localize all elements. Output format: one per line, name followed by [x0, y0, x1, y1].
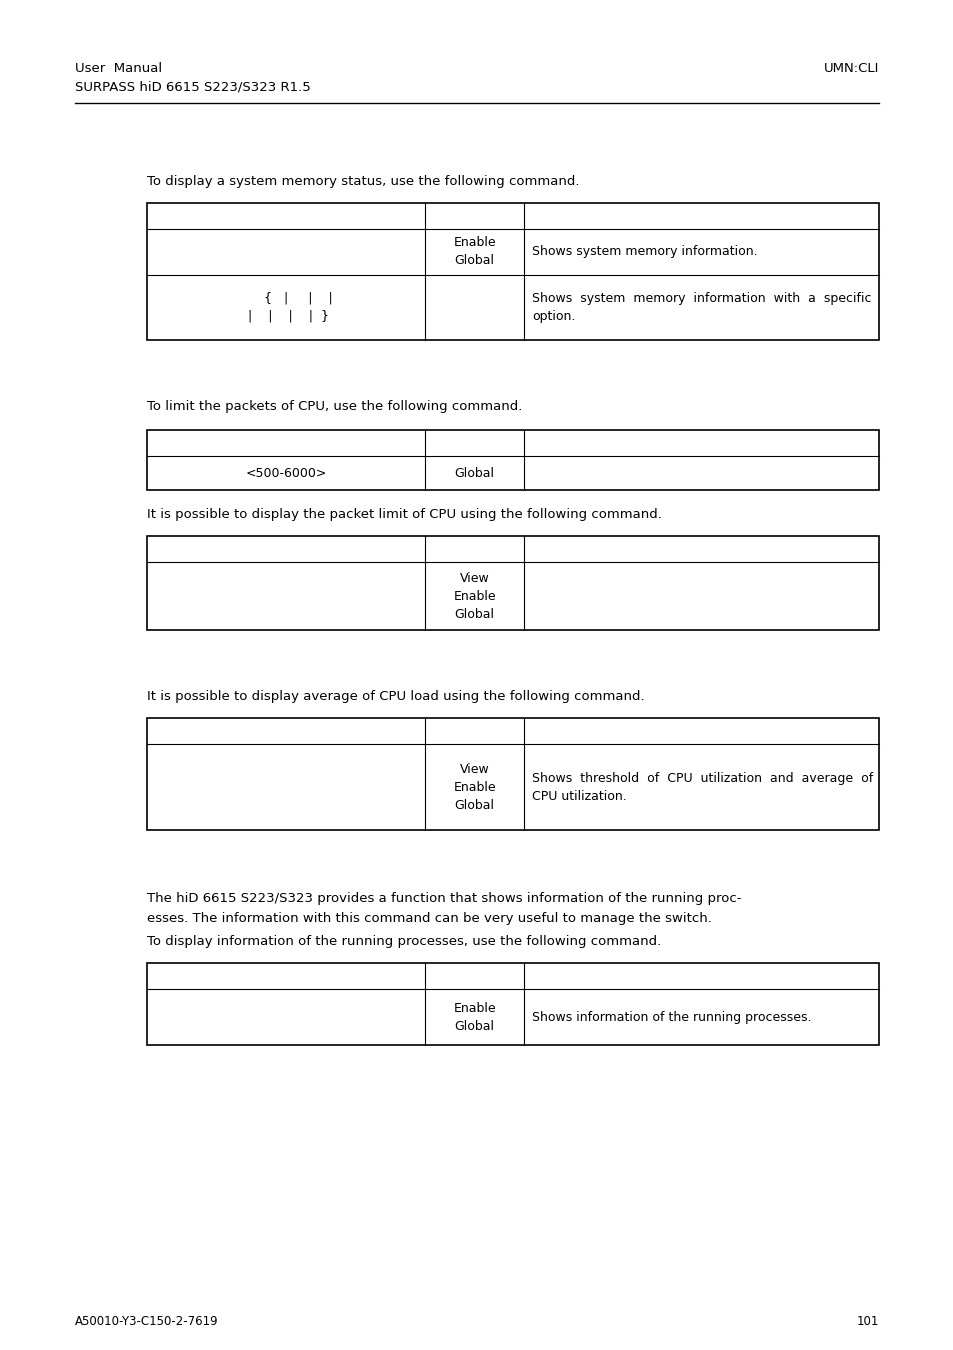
Text: Shows  threshold  of  CPU  utilization  and  average  of
CPU utilization.: Shows threshold of CPU utilization and a…: [532, 771, 872, 802]
Text: To display a system memory status, use the following command.: To display a system memory status, use t…: [147, 176, 578, 188]
Bar: [147, 718, 878, 830]
Text: User  Manual: User Manual: [75, 62, 162, 76]
Bar: [147, 536, 878, 630]
Text: A50010-Y3-C150-2-7619: A50010-Y3-C150-2-7619: [75, 1315, 218, 1328]
Bar: [147, 202, 878, 340]
Text: esses. The information with this command can be very useful to manage the switch: esses. The information with this command…: [147, 913, 711, 925]
Text: View
Enable
Global: View Enable Global: [453, 763, 496, 811]
Text: Enable
Global: Enable Global: [453, 236, 496, 267]
Text: Enable
Global: Enable Global: [453, 1002, 496, 1033]
Text: {   |     |    |
 |    |    |    |  }: { | | | | | | | }: [239, 292, 332, 323]
Text: To limit the packets of CPU, use the following command.: To limit the packets of CPU, use the fol…: [147, 400, 522, 413]
Text: 101: 101: [856, 1315, 878, 1328]
Text: Shows system memory information.: Shows system memory information.: [532, 246, 757, 258]
Bar: [147, 431, 878, 490]
Text: Shows information of the running processes.: Shows information of the running process…: [532, 1011, 811, 1023]
Bar: [147, 963, 878, 1045]
Text: UMN:CLI: UMN:CLI: [822, 62, 878, 76]
Text: View
Enable
Global: View Enable Global: [453, 571, 496, 621]
Text: Shows  system  memory  information  with  a  specific
option.: Shows system memory information with a s…: [532, 292, 871, 323]
Text: <500-6000>: <500-6000>: [245, 467, 327, 479]
Text: It is possible to display the packet limit of CPU using the following command.: It is possible to display the packet lim…: [147, 508, 661, 521]
Text: Global: Global: [454, 467, 494, 479]
Text: To display information of the running processes, use the following command.: To display information of the running pr…: [147, 936, 660, 948]
Text: It is possible to display average of CPU load using the following command.: It is possible to display average of CPU…: [147, 690, 644, 703]
Text: The hiD 6615 S223/S323 provides a function that shows information of the running: The hiD 6615 S223/S323 provides a functi…: [147, 892, 740, 904]
Text: SURPASS hiD 6615 S223/S323 R1.5: SURPASS hiD 6615 S223/S323 R1.5: [75, 80, 311, 93]
